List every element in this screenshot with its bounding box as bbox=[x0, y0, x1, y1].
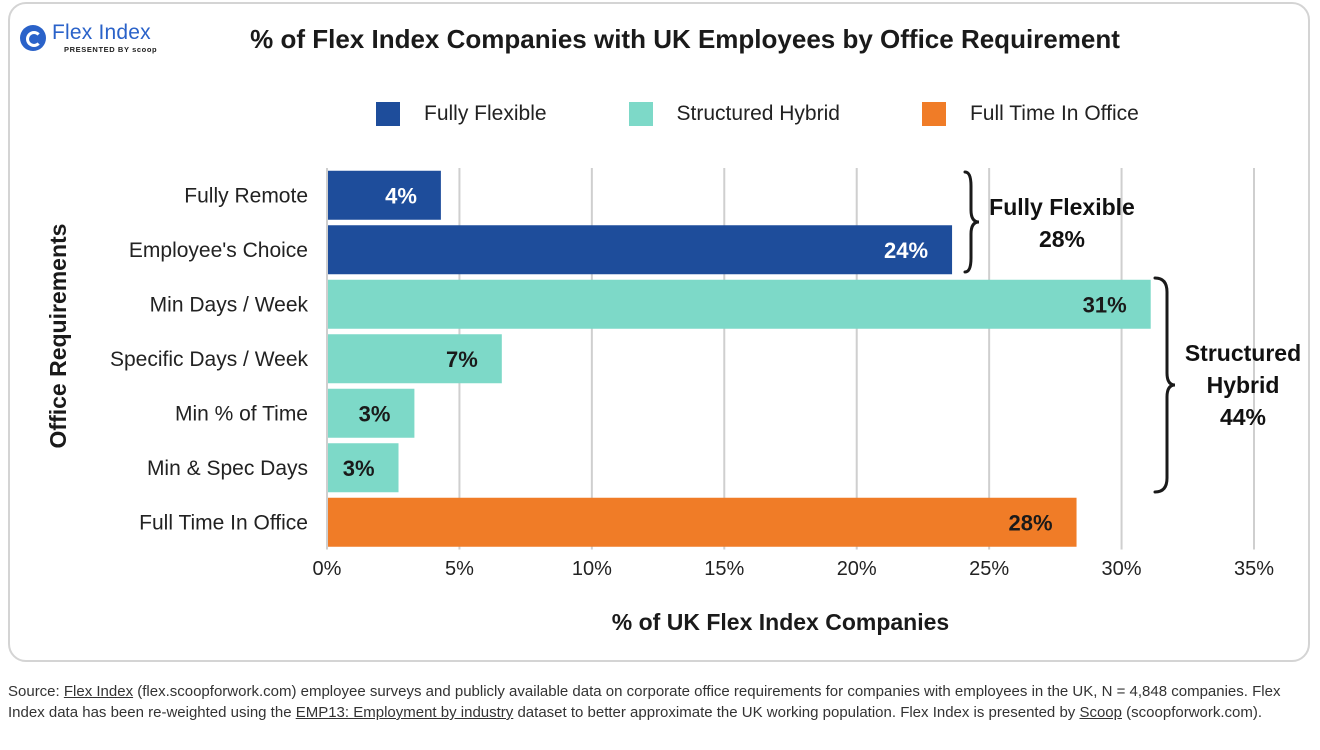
legend-swatch-structured-hybrid bbox=[628, 102, 653, 126]
flex-index-logo[interactable]: Flex Index PRESENTED BY scoop bbox=[20, 22, 157, 54]
bar-5 bbox=[327, 443, 399, 493]
source-link-emp13[interactable]: EMP13: Employment by industry bbox=[295, 704, 514, 721]
value-label-1: 24% bbox=[884, 238, 928, 263]
annotation-structured-hybrid-line2: Hybrid bbox=[1207, 372, 1280, 398]
source-text-1: (flex.scoopforwork.com) employee surveys… bbox=[8, 683, 1281, 721]
x-tick-label-1: 5% bbox=[445, 558, 474, 580]
bar-1 bbox=[327, 225, 953, 275]
source-link-scoop[interactable]: Scoop bbox=[1079, 704, 1122, 721]
value-label-4: 3% bbox=[359, 401, 391, 426]
legend-swatch-fully-flexible bbox=[376, 102, 400, 126]
brace-structured-hybrid bbox=[1153, 276, 1176, 494]
category-label-5: Min & Spec Days bbox=[147, 457, 308, 480]
value-label-0: 4% bbox=[385, 183, 417, 208]
chart-card bbox=[8, 2, 1310, 662]
legend-item-full-time-in-office: Full Time In Office bbox=[921, 102, 1139, 126]
legend-label-structured-hybrid: Structured Hybrid bbox=[676, 102, 840, 125]
value-label-3: 7% bbox=[446, 347, 478, 372]
legend-item-structured-hybrid: Structured Hybrid bbox=[628, 102, 840, 126]
x-axis-title: % of UK Flex Index Companies bbox=[612, 609, 949, 635]
source-text-3: (scoopforwork.com). bbox=[1122, 704, 1263, 721]
x-tick-label-5: 25% bbox=[969, 558, 1009, 580]
category-label-2: Min Days / Week bbox=[150, 293, 309, 316]
x-tick-label-2: 10% bbox=[572, 558, 612, 580]
annotation-fully-flexible-label: Fully Flexible bbox=[989, 194, 1135, 220]
source-prefix: Source: bbox=[8, 683, 64, 700]
chart-legend: Fully Flexible Structured Hybrid Full Ti… bbox=[376, 102, 1139, 126]
logo-subtitle: PRESENTED BY scoop bbox=[64, 45, 158, 54]
bar-4 bbox=[327, 388, 415, 438]
x-tick-label-4: 20% bbox=[837, 558, 877, 580]
chart-title: % of Flex Index Companies with UK Employ… bbox=[250, 24, 1120, 54]
category-label-3: Specific Days / Week bbox=[110, 348, 309, 371]
category-label-4: Min % of Time bbox=[175, 402, 308, 425]
category-label-0: Fully Remote bbox=[184, 184, 308, 207]
annotation-structured-hybrid-line1: Structured bbox=[1185, 340, 1301, 366]
category-label-1: Employee's Choice bbox=[129, 239, 308, 262]
category-label-6: Full Time In Office bbox=[139, 511, 308, 534]
legend-item-fully-flexible: Fully Flexible bbox=[376, 102, 547, 126]
y-axis-title: Office Requirements bbox=[45, 224, 71, 449]
annotation-structured-hybrid-value: 44% bbox=[1220, 404, 1266, 430]
brace-fully-flexible bbox=[963, 170, 980, 274]
x-tick-label-7: 35% bbox=[1234, 558, 1274, 580]
x-tick-label-3: 15% bbox=[704, 558, 744, 580]
value-label-2: 31% bbox=[1083, 292, 1127, 317]
flex-index-logo-icon bbox=[20, 24, 46, 51]
legend-label-fully-flexible: Fully Flexible bbox=[424, 102, 547, 125]
x-tick-label-0: 0% bbox=[313, 558, 342, 580]
bar-3 bbox=[327, 334, 502, 384]
source-note: Source: Flex Index (flex.scoopforwork.co… bbox=[8, 681, 1308, 723]
annotation-fully-flexible-value: 28% bbox=[1039, 226, 1085, 252]
value-label-5: 3% bbox=[343, 456, 375, 481]
source-link-flex-index[interactable]: Flex Index bbox=[63, 683, 134, 700]
bar-2 bbox=[327, 279, 1151, 329]
bar-0 bbox=[327, 170, 441, 220]
source-text-2: dataset to better approximate the UK wor… bbox=[513, 704, 1080, 721]
legend-label-full-time-in-office: Full Time In Office bbox=[969, 102, 1139, 125]
bar-6 bbox=[327, 497, 1077, 547]
x-tick-label-6: 30% bbox=[1102, 558, 1142, 580]
logo-name: Flex Index bbox=[52, 21, 151, 44]
value-label-6: 28% bbox=[1008, 510, 1052, 535]
legend-swatch-full-time-in-office bbox=[921, 102, 946, 126]
